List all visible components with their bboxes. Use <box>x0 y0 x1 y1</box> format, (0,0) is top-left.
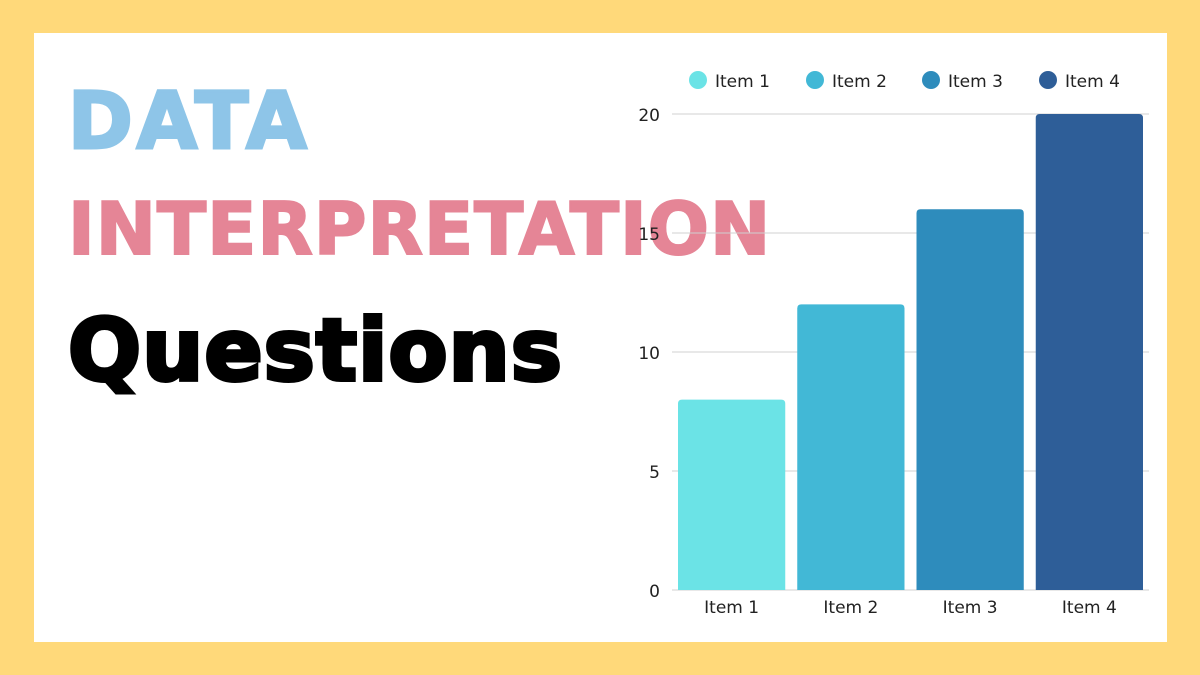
y-tick-label: 20 <box>638 106 660 126</box>
x-tick-label: Item 1 <box>704 598 759 618</box>
legend-label: Item 1 <box>715 72 770 92</box>
headline-interpretation: INTERPRETATION <box>67 187 772 271</box>
y-tick-label: 15 <box>638 225 660 245</box>
y-tick-label: 5 <box>649 463 660 483</box>
bar-3 <box>916 209 1024 590</box>
card: DATA INTERPRETATION Questions 0 5 10 15 20 It… <box>34 33 1167 642</box>
bar-1 <box>678 399 786 590</box>
legend-marker <box>1039 71 1057 89</box>
headline-data: DATA <box>67 77 311 167</box>
legend-label: Item 4 <box>1065 72 1120 92</box>
legend-marker <box>806 71 824 89</box>
y-tick-label: 0 <box>649 582 660 602</box>
headline-questions: Questions <box>66 301 564 401</box>
y-tick-label: 10 <box>638 344 660 364</box>
legend-marker <box>689 71 707 89</box>
x-tick-label: Item 3 <box>943 598 998 618</box>
x-tick-label: Item 4 <box>1062 598 1117 618</box>
bar-4 <box>1035 114 1143 590</box>
legend-label: Item 3 <box>948 72 1003 92</box>
legend-label: Item 2 <box>832 72 887 92</box>
legend-marker <box>922 71 940 89</box>
bar-chart: 0 5 10 15 20 Item 1 Item 2 Item 3 Item 4 Item 1 It… <box>638 71 1149 618</box>
bar-2 <box>797 304 905 590</box>
x-tick-label: Item 2 <box>823 598 878 618</box>
